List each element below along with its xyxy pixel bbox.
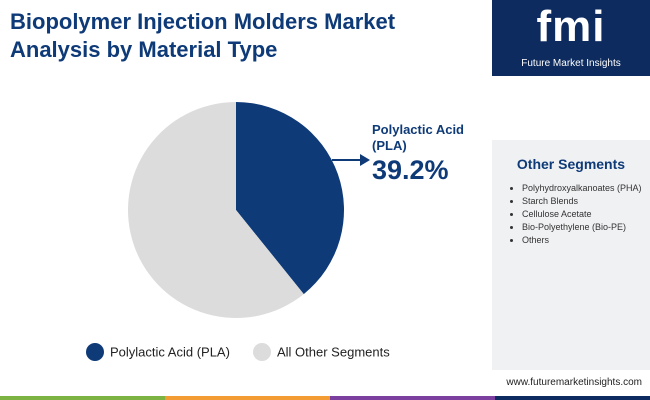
pie-slice (236, 102, 345, 295)
sidebar-item: Bio-Polyethylene (Bio-PE) (522, 221, 650, 234)
brand-box: fmi Future Market Insights (492, 0, 650, 76)
stripe (0, 396, 165, 400)
annotation: Polylactic Acid (PLA) (372, 122, 464, 153)
sidebar-list: Polyhydroxyalkanoates (PHA)Starch Blends… (506, 182, 650, 247)
url: www.futuremarketinsights.com (506, 377, 642, 388)
stripe (330, 396, 495, 400)
brand-name: Future Market Insights (521, 58, 621, 69)
sidebar-title: Other Segments (516, 156, 626, 172)
sidebar: Other Segments Polyhydroxyalkanoates (PH… (492, 140, 650, 370)
legend-marker (86, 343, 104, 361)
sidebar-item: Cellulose Acetate (522, 208, 650, 221)
pie-slice (128, 102, 304, 318)
logo: fmi (536, 2, 606, 51)
legend-label: Polylactic Acid (PLA) (110, 344, 230, 359)
stripe (165, 396, 330, 400)
sidebar-item: Others (522, 234, 650, 247)
arrow-head (360, 154, 370, 166)
legend-label: All Other Segments (277, 344, 390, 359)
chart-title: Biopolymer Injection Molders Market Anal… (10, 9, 396, 62)
stripe (495, 396, 650, 400)
legend-marker (253, 343, 271, 361)
value-label: 39.2% (372, 155, 449, 185)
sidebar-item: Starch Blends (522, 195, 650, 208)
sidebar-item: Polyhydroxyalkanoates (PHA) (522, 182, 650, 195)
